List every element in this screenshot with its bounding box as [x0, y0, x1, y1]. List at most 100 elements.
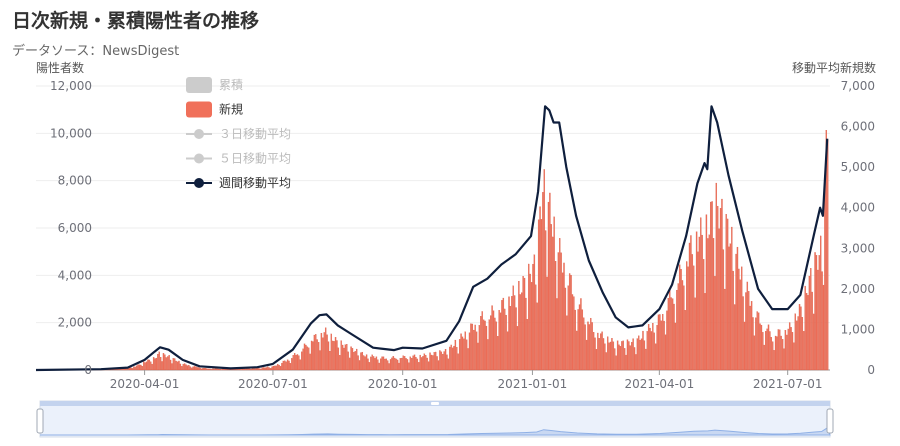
bar-new-cases [188, 365, 190, 371]
bar-new-cases [480, 316, 482, 371]
bar-new-cases [121, 369, 124, 371]
bar-new-cases [140, 364, 142, 371]
legend-item[interactable]: 累積 [186, 77, 243, 93]
bar-new-cases [161, 361, 163, 371]
bar-new-cases [348, 357, 351, 371]
zoom-handle[interactable] [826, 408, 834, 434]
bar-new-cases [308, 347, 310, 371]
bar-new-cases [265, 367, 268, 371]
bar-new-cases [330, 333, 332, 371]
bar-new-cases [446, 354, 448, 371]
bar-new-cases [772, 341, 774, 371]
bar-new-cases [712, 238, 715, 371]
bar-new-cases [384, 358, 386, 371]
bar-new-cases [243, 368, 245, 371]
legend-swatch [194, 178, 204, 188]
bar-new-cases [450, 344, 452, 371]
bar-new-cases [769, 331, 771, 371]
bar-new-cases [618, 344, 620, 371]
legend-swatch [194, 153, 204, 164]
bar-new-cases [293, 353, 296, 371]
bar-new-cases [512, 285, 514, 371]
bar-new-cases [323, 332, 325, 371]
bar-new-cases [544, 230, 547, 371]
bar-new-cases [528, 263, 530, 371]
bar-new-cases [805, 292, 808, 371]
bar-new-cases [219, 368, 221, 371]
bar-new-cases [346, 344, 348, 371]
y-left-tick-label: 8,000 [58, 174, 92, 188]
bar-new-cases [736, 246, 739, 371]
legend-item[interactable]: ５日移動平均 [186, 152, 291, 166]
bar-new-cases [677, 283, 679, 371]
bar-new-cases [257, 368, 259, 371]
bar-new-cases [773, 350, 775, 371]
bar-new-cases [292, 355, 294, 371]
bar-new-cases [546, 276, 548, 371]
bar-new-cases [749, 305, 751, 371]
bar-new-cases [563, 262, 565, 371]
bar-new-cases [729, 243, 732, 371]
legend-item[interactable]: 週間移動平均 [186, 176, 291, 190]
bar-new-cases [690, 235, 692, 371]
y-axis-right-label: 移動平均新規数 [792, 60, 876, 75]
bar-new-cases [797, 316, 799, 371]
bar-new-cases [670, 297, 672, 371]
bar-new-cases [165, 357, 167, 371]
bar-new-cases [159, 357, 162, 371]
bar-new-cases [209, 368, 211, 371]
bar-new-cases [774, 335, 777, 371]
bar-new-cases [442, 353, 444, 371]
bar-new-cases [605, 352, 607, 371]
bar-new-cases [653, 332, 655, 371]
bar-new-cases [192, 366, 194, 371]
bar-new-cases [695, 231, 698, 371]
zoom-grip[interactable] [431, 402, 439, 405]
bar-new-cases [326, 334, 328, 371]
bar-new-cases [746, 281, 749, 371]
bar-new-cases [436, 356, 438, 371]
y-axis-left-label: 陽性者数 [36, 60, 84, 75]
bar-new-cases [611, 338, 613, 371]
legend-swatch [186, 101, 212, 118]
bar-new-cases [608, 342, 610, 371]
bar-new-cases [498, 309, 500, 371]
bar-new-cases [371, 354, 373, 371]
bar-new-cases [638, 335, 640, 371]
y-right-tick-label: 0 [867, 363, 875, 377]
bar-new-cases [372, 356, 375, 371]
bar-new-cases [717, 205, 719, 371]
bar-new-cases [745, 292, 747, 371]
legend-item[interactable]: 新規 [186, 101, 243, 118]
bar-new-cases [650, 331, 653, 371]
bar-new-cases [762, 332, 764, 371]
bar-new-cases [471, 323, 474, 371]
bar-new-cases [238, 368, 241, 371]
bar-new-cases [547, 201, 550, 371]
bar-new-cases [629, 345, 631, 371]
bar-new-cases [406, 359, 409, 371]
legend-item[interactable]: ３日移動平均 [186, 127, 291, 141]
bar-new-cases [643, 340, 646, 371]
bar-new-cases [315, 334, 317, 371]
bar-new-cases [508, 296, 510, 371]
bar-new-cases [750, 301, 753, 371]
bar-new-cases [360, 352, 362, 371]
bar-new-cases [518, 281, 520, 371]
bar-new-cases [584, 324, 586, 371]
bar-new-cases [554, 261, 557, 371]
bar-new-cases [482, 319, 485, 371]
bar-new-cases [336, 340, 338, 371]
bar-new-cases [625, 354, 627, 371]
bar-new-cases [364, 356, 366, 371]
data-zoom-slider[interactable] [36, 400, 834, 438]
bar-new-cases [752, 317, 754, 371]
zoom-handle[interactable] [36, 408, 44, 434]
bar-new-cases [659, 314, 661, 371]
bar-new-cases [577, 309, 579, 371]
bar-new-cases [576, 330, 578, 371]
bar-new-cases [395, 358, 397, 371]
bar-new-cases [635, 354, 637, 371]
bar-new-cases [686, 261, 688, 371]
bar-new-cases [422, 356, 424, 371]
